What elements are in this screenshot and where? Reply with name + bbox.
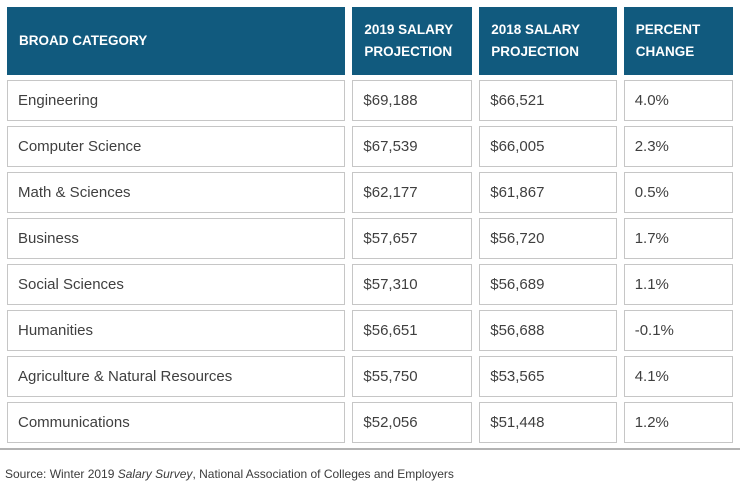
cell-percent-change: 1.7% <box>623 218 733 259</box>
cell-salary-2019: $56,651 <box>352 310 473 351</box>
source-prefix: Source: Winter 2019 <box>5 467 118 481</box>
cell-percent-change: 4.1% <box>623 356 733 397</box>
cell-salary-2018: $61,867 <box>479 172 617 213</box>
cell-salary-2018: $66,005 <box>479 126 617 167</box>
table-row: Computer Science $67,539 $66,005 2.3% <box>7 126 733 167</box>
cell-percent-change: -0.1% <box>623 310 733 351</box>
table-row: Agriculture & Natural Resources $55,750 … <box>7 356 733 397</box>
header-cell-2018-salary-projection: 2018 SALARY PROJECTION <box>479 7 617 75</box>
cell-salary-2019: $57,657 <box>352 218 473 259</box>
table-row: Communications $52,056 $51,448 1.2% <box>7 402 733 443</box>
cell-salary-2018: $56,689 <box>479 264 617 305</box>
cell-percent-change: 1.1% <box>623 264 733 305</box>
cell-category: Business <box>7 218 346 259</box>
cell-salary-2019: $69,188 <box>352 80 473 121</box>
table-row: Math & Sciences $62,177 $61,867 0.5% <box>7 172 733 213</box>
salary-projection-table: BROAD CATEGORY 2019 SALARY PROJECTION 20… <box>0 2 740 450</box>
cell-salary-2019: $67,539 <box>352 126 473 167</box>
table-row: Business $57,657 $56,720 1.7% <box>7 218 733 259</box>
cell-category: Math & Sciences <box>7 172 346 213</box>
source-attribution: Source: Winter 2019 Salary Survey, Natio… <box>5 467 740 481</box>
cell-category: Computer Science <box>7 126 346 167</box>
cell-percent-change: 2.3% <box>623 126 733 167</box>
cell-category: Engineering <box>7 80 346 121</box>
cell-percent-change: 1.2% <box>623 402 733 443</box>
cell-salary-2019: $62,177 <box>352 172 473 213</box>
cell-salary-2018: $56,688 <box>479 310 617 351</box>
cell-salary-2018: $66,521 <box>479 80 617 121</box>
header-cell-percent-change: PERCENT CHANGE <box>623 7 733 75</box>
cell-salary-2018: $51,448 <box>479 402 617 443</box>
source-suffix: , National Association of Colleges and E… <box>192 467 454 481</box>
header-cell-2019-salary-projection: 2019 SALARY PROJECTION <box>352 7 473 75</box>
cell-category: Social Sciences <box>7 264 346 305</box>
cell-percent-change: 4.0% <box>623 80 733 121</box>
table-header: BROAD CATEGORY 2019 SALARY PROJECTION 20… <box>7 7 733 75</box>
table-row: Engineering $69,188 $66,521 4.0% <box>7 80 733 121</box>
cell-salary-2018: $53,565 <box>479 356 617 397</box>
table-body: Engineering $69,188 $66,521 4.0% Compute… <box>7 80 733 443</box>
table-row: Humanities $56,651 $56,688 -0.1% <box>7 310 733 351</box>
cell-category: Agriculture & Natural Resources <box>7 356 346 397</box>
cell-salary-2019: $52,056 <box>352 402 473 443</box>
cell-salary-2019: $57,310 <box>352 264 473 305</box>
cell-salary-2018: $56,720 <box>479 218 617 259</box>
cell-percent-change: 0.5% <box>623 172 733 213</box>
table-row: Social Sciences $57,310 $56,689 1.1% <box>7 264 733 305</box>
source-publication-title: Salary Survey <box>117 467 193 481</box>
cell-category: Humanities <box>7 310 346 351</box>
header-cell-broad-category: BROAD CATEGORY <box>7 7 346 75</box>
cell-salary-2019: $55,750 <box>352 356 473 397</box>
cell-category: Communications <box>7 402 346 443</box>
header-row: BROAD CATEGORY 2019 SALARY PROJECTION 20… <box>7 7 733 75</box>
